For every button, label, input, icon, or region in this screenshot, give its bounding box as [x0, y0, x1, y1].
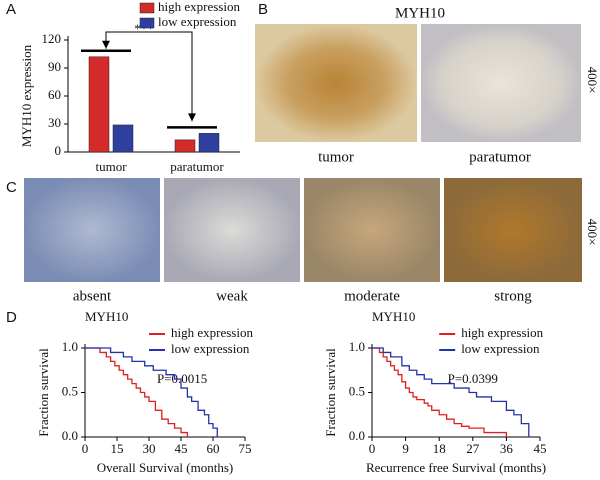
y-tick-label: 0.0: [62, 428, 78, 443]
chart-title: MYH10: [85, 309, 128, 324]
x-tick-label: paratumor: [170, 159, 224, 174]
image-title: MYH10: [395, 5, 445, 21]
annotation: P=0.0015: [157, 371, 207, 386]
x-axis-label: Recurrence free Survival (months): [366, 460, 546, 475]
survival-curve: [372, 347, 530, 437]
panel-label: D: [6, 309, 17, 326]
x-tick-label: 36: [500, 441, 514, 456]
x-tick-label: 18: [433, 441, 446, 456]
legend-swatch: [139, 17, 155, 29]
x-tick-label: 60: [207, 441, 220, 456]
x-tick-label: 75: [239, 441, 252, 456]
x-tick-label: 45: [534, 441, 547, 456]
image-label: strong: [494, 288, 532, 304]
y-tick-label: 1.0: [62, 339, 78, 354]
legend-swatch: [139, 2, 155, 14]
panel-label: B: [258, 1, 268, 18]
chart-title: MYH10: [372, 309, 415, 324]
bar: [198, 133, 220, 153]
micrograph: [421, 24, 581, 142]
y-tick-label: 0.0: [349, 428, 365, 443]
micrograph: [304, 178, 440, 282]
micrograph: [444, 178, 582, 282]
image-label: moderate: [344, 288, 400, 304]
y-axis-label: Fraction survival: [36, 348, 51, 437]
x-axis-label: Overall Survival (months): [97, 460, 233, 475]
legend-label: low expression: [461, 341, 540, 356]
significance-arrow: [105, 31, 193, 122]
magnification: 400×: [585, 219, 600, 246]
legend-label: low expression: [158, 14, 237, 29]
bar: [112, 124, 134, 153]
x-tick-label: 0: [82, 441, 89, 456]
annotation: P=0.0399: [448, 371, 498, 386]
legend-label: high expression: [461, 325, 543, 340]
micrograph: [164, 178, 300, 282]
x-tick-label: 9: [402, 441, 409, 456]
survival-curve: [372, 347, 508, 437]
y-tick-label: 0: [55, 143, 62, 158]
y-tick-label: 60: [48, 87, 61, 102]
magnification: 400×: [585, 67, 600, 94]
legend-label: low expression: [171, 341, 250, 356]
panel-label: A: [6, 1, 16, 18]
image-label: tumor: [318, 149, 354, 165]
y-tick-label: 30: [48, 115, 61, 130]
bar: [174, 139, 196, 153]
y-tick-label: 90: [48, 59, 61, 74]
x-tick-label: 15: [111, 441, 124, 456]
x-tick-label: tumor: [95, 159, 127, 174]
y-axis-label: Fraction survival: [323, 348, 338, 437]
x-tick-label: 45: [175, 441, 188, 456]
panel-label: C: [6, 179, 17, 196]
bar: [88, 56, 110, 153]
image-label: weak: [216, 288, 248, 304]
x-tick-label: 27: [466, 441, 480, 456]
x-tick-label: 0: [369, 441, 376, 456]
legend-label: high expression: [171, 325, 253, 340]
y-tick-label: 0.5: [349, 383, 365, 398]
survival-curve: [85, 347, 189, 437]
x-tick-label: 30: [143, 441, 156, 456]
image-label: absent: [73, 288, 112, 304]
micrograph: [24, 178, 160, 282]
y-axis-label: MYH10 expression: [19, 44, 34, 147]
arrow-head: [102, 40, 196, 122]
image-label: paratumor: [469, 149, 531, 165]
y-tick-label: 1.0: [349, 339, 365, 354]
legend-label: high expression: [158, 0, 240, 14]
y-tick-label: 0.5: [62, 383, 78, 398]
y-tick-label: 120: [42, 31, 62, 46]
micrograph: [255, 24, 417, 142]
survival-curve: [85, 347, 218, 437]
